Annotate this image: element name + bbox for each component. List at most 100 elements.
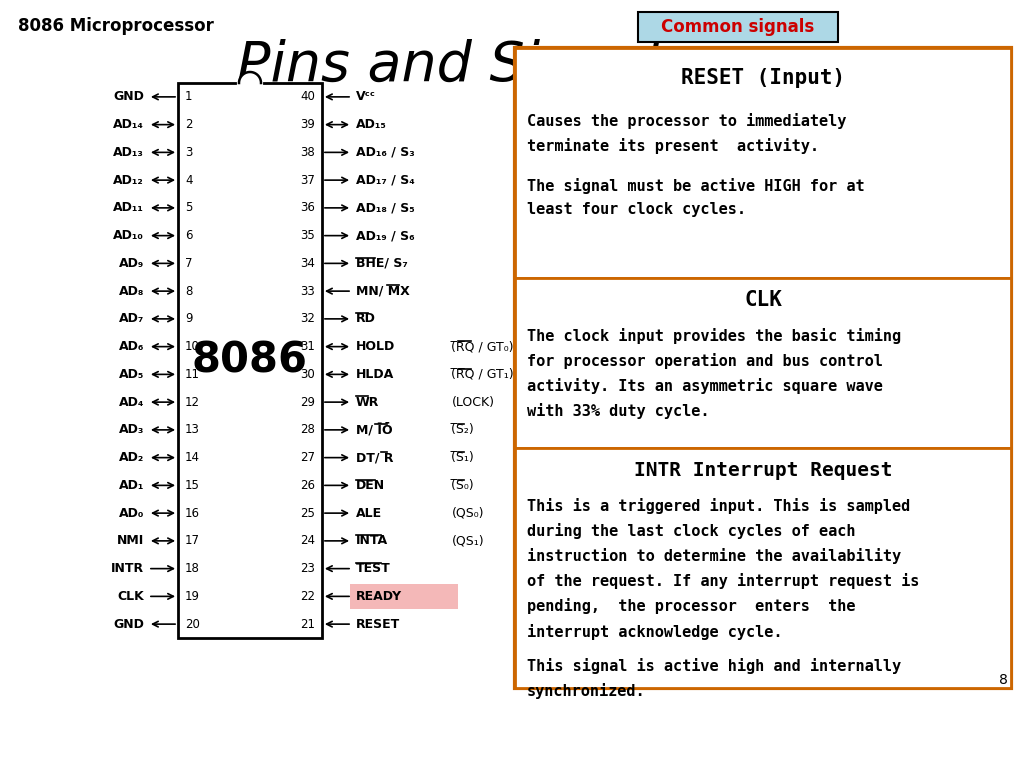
Text: 13: 13	[185, 423, 200, 436]
Text: RD: RD	[356, 313, 376, 326]
Text: 31: 31	[300, 340, 315, 353]
Text: TEST: TEST	[356, 562, 391, 575]
Text: AD₁₀: AD₁₀	[113, 229, 144, 242]
Text: CLK: CLK	[118, 590, 144, 603]
Text: 39: 39	[300, 118, 315, 131]
Text: 2: 2	[185, 118, 193, 131]
Text: HOLD: HOLD	[356, 340, 395, 353]
Text: 21: 21	[300, 617, 315, 631]
Text: 8: 8	[185, 285, 193, 298]
Text: This signal is active high and internally
synchronized.: This signal is active high and internall…	[527, 658, 901, 699]
Text: This is a triggered input. This is sampled
during the last clock cycles of each
: This is a triggered input. This is sampl…	[527, 498, 920, 640]
Text: (̅S₂): (̅S₂)	[452, 423, 475, 436]
Text: 36: 36	[300, 201, 315, 214]
Text: 8: 8	[999, 673, 1008, 687]
Text: 37: 37	[300, 174, 315, 187]
Text: NMI: NMI	[117, 535, 144, 548]
Text: 6: 6	[185, 229, 193, 242]
Text: CLK: CLK	[744, 290, 782, 310]
Text: The clock input provides the basic timing
for processor operation and bus contro: The clock input provides the basic timin…	[527, 328, 901, 419]
Text: RESET: RESET	[356, 617, 400, 631]
Text: GND: GND	[113, 91, 144, 104]
Text: 18: 18	[185, 562, 200, 575]
Text: 9: 9	[185, 313, 193, 326]
Text: INTA: INTA	[356, 535, 388, 548]
Text: AD₅: AD₅	[119, 368, 144, 381]
Text: DT/ R: DT/ R	[356, 451, 393, 464]
Bar	[178, 83, 322, 638]
Text: 32: 32	[300, 313, 315, 326]
Text: Common signals: Common signals	[662, 18, 815, 36]
Text: AD₁₂: AD₁₂	[114, 174, 144, 187]
Text: (̅S₁): (̅S₁)	[452, 451, 475, 464]
Text: AD₇: AD₇	[119, 313, 144, 326]
Text: 29: 29	[300, 396, 315, 409]
Text: Causes the processor to immediately
terminate its present  activity.: Causes the processor to immediately term…	[527, 113, 847, 154]
Text: 17: 17	[185, 535, 200, 548]
Text: (QS₀): (QS₀)	[452, 507, 484, 520]
Text: INTR Interrupt Request: INTR Interrupt Request	[634, 461, 892, 479]
Text: AD₃: AD₃	[119, 423, 144, 436]
Text: 15: 15	[185, 479, 200, 492]
Text: INTR: INTR	[111, 562, 144, 575]
Text: 28: 28	[300, 423, 315, 436]
Text: (̅R̅Q / GT₀): (̅R̅Q / GT₀)	[452, 340, 514, 353]
Text: AD₁₉ / S₆: AD₁₉ / S₆	[356, 229, 415, 242]
Text: 4: 4	[185, 174, 193, 187]
Text: (̅R̅Q / GT₁): (̅R̅Q / GT₁)	[452, 368, 515, 381]
Text: AD₄: AD₄	[119, 396, 144, 409]
Text: 40: 40	[300, 91, 315, 104]
Text: 24: 24	[300, 535, 315, 548]
Text: 38: 38	[300, 146, 315, 159]
Text: RESET (Input): RESET (Input)	[681, 68, 845, 88]
Text: Pins and Signals: Pins and Signals	[237, 38, 689, 91]
Bar	[350, 584, 458, 608]
Text: 10: 10	[185, 340, 200, 353]
Text: AD₁: AD₁	[119, 479, 144, 492]
Text: HLDA: HLDA	[356, 368, 394, 381]
Text: AD₉: AD₉	[119, 257, 144, 270]
Text: (̅S₀): (̅S₀)	[452, 479, 475, 492]
Text: DEN: DEN	[356, 479, 385, 492]
Text: 19: 19	[185, 590, 200, 603]
Text: 35: 35	[300, 229, 315, 242]
Text: 8086: 8086	[193, 339, 308, 382]
Bar	[638, 12, 838, 42]
Text: GND: GND	[113, 617, 144, 631]
Text: AD₁₈ / S₅: AD₁₈ / S₅	[356, 201, 415, 214]
Text: AD₂: AD₂	[119, 451, 144, 464]
Text: 14: 14	[185, 451, 200, 464]
Text: 12: 12	[185, 396, 200, 409]
Text: AD₁₆ / S₃: AD₁₆ / S₃	[356, 146, 415, 159]
Text: AD₆: AD₆	[119, 340, 144, 353]
Text: 8086 Microprocessor: 8086 Microprocessor	[18, 17, 214, 35]
Bar	[515, 48, 1011, 688]
Text: AD₁₅: AD₁₅	[356, 118, 387, 131]
Text: AD₁₇ / S₄: AD₁₇ / S₄	[356, 174, 415, 187]
Bar	[515, 278, 1011, 448]
Text: MN/ MX: MN/ MX	[356, 285, 410, 298]
Text: WR: WR	[356, 396, 379, 409]
Text: AD₈: AD₈	[119, 285, 144, 298]
Text: M/ ĪŌ: M/ ĪŌ	[356, 423, 392, 437]
Text: 27: 27	[300, 451, 315, 464]
Text: (LOCK): (LOCK)	[452, 396, 495, 409]
Text: 7: 7	[185, 257, 193, 270]
Text: 1: 1	[185, 91, 193, 104]
Text: 34: 34	[300, 257, 315, 270]
Text: READY: READY	[356, 590, 402, 603]
Text: AD₀: AD₀	[119, 507, 144, 520]
Text: AD₁₃: AD₁₃	[113, 146, 144, 159]
Text: (QS₁): (QS₁)	[452, 535, 484, 548]
Bar	[515, 448, 1011, 688]
Text: AD₁₄: AD₁₄	[113, 118, 144, 131]
Text: 16: 16	[185, 507, 200, 520]
Text: The signal must be active HIGH for at
least four clock cycles.: The signal must be active HIGH for at le…	[527, 178, 864, 217]
Text: 5: 5	[185, 201, 193, 214]
Text: ALE: ALE	[356, 507, 382, 520]
Text: Vᶜᶜ: Vᶜᶜ	[356, 91, 376, 104]
Text: 22: 22	[300, 590, 315, 603]
Text: 30: 30	[300, 368, 315, 381]
Text: 20: 20	[185, 617, 200, 631]
Text: BHE/ S₇: BHE/ S₇	[356, 257, 408, 270]
